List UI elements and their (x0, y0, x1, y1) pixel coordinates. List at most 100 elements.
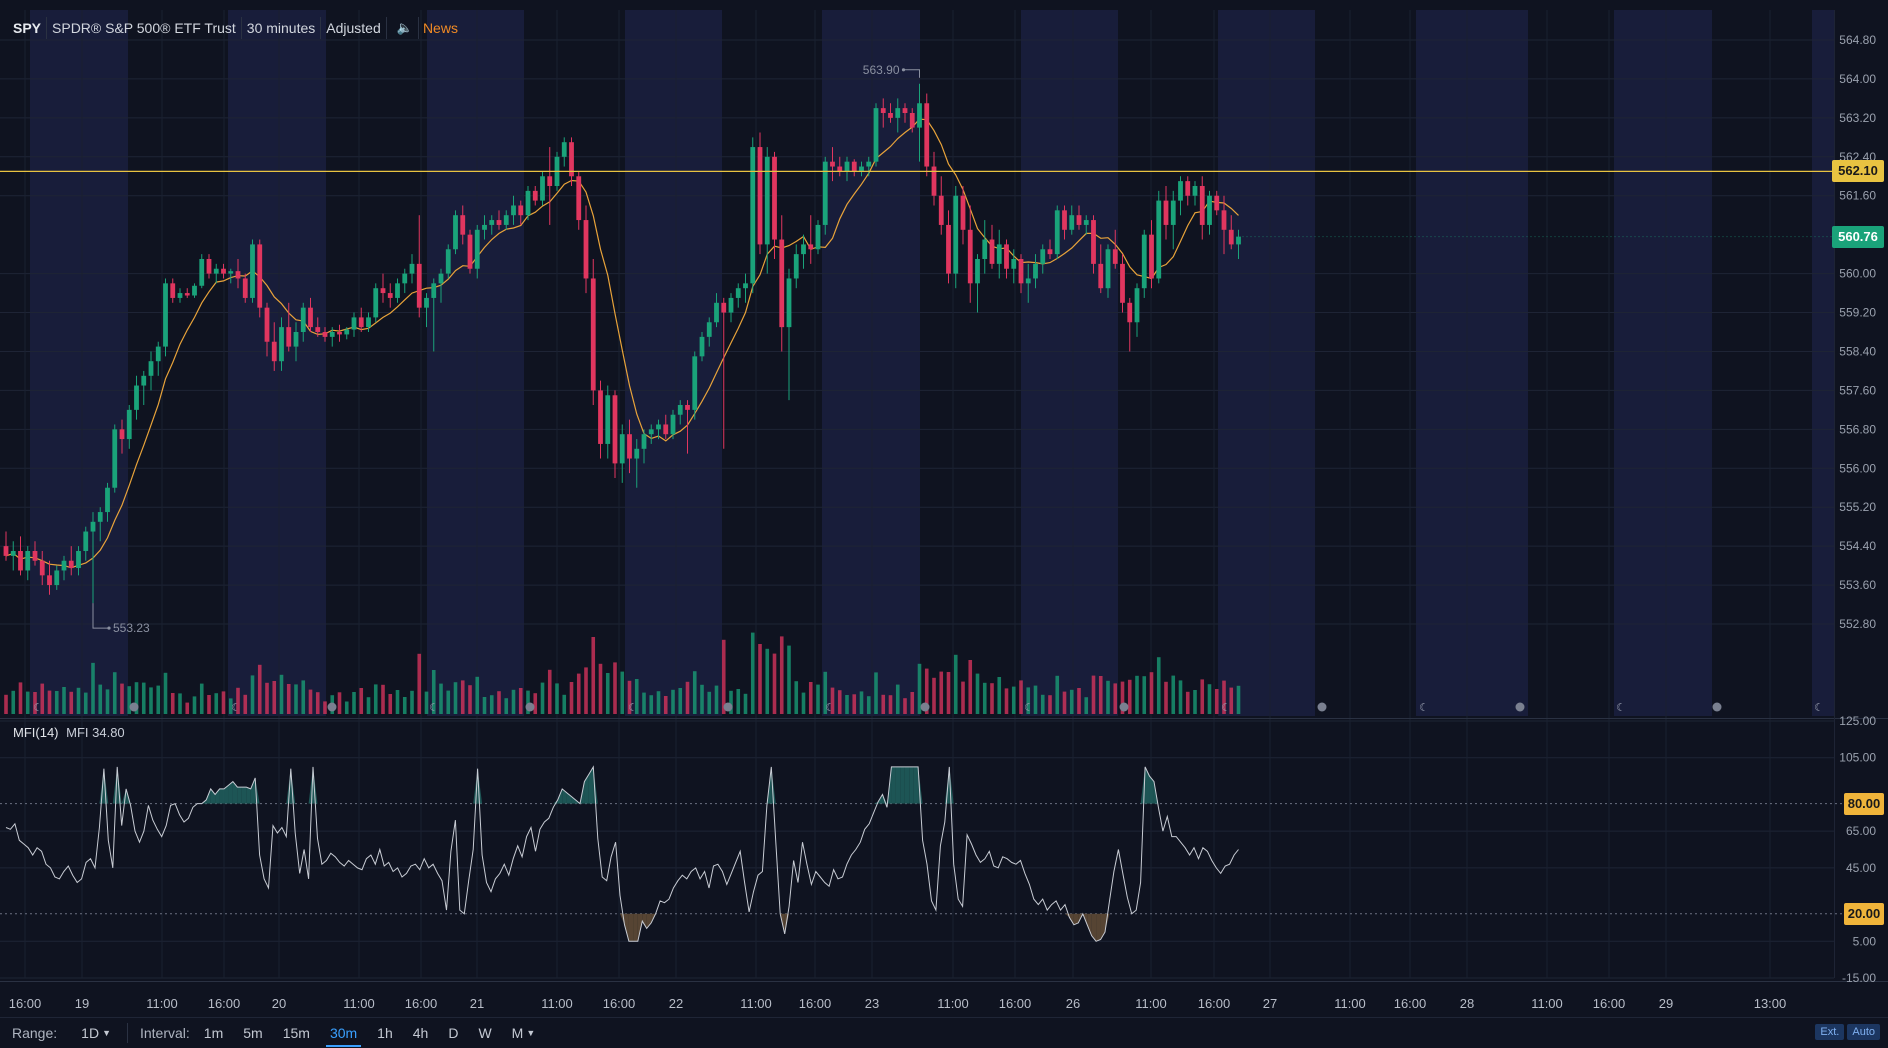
mfi-overbought-fill (286, 768, 291, 804)
volume-bar (1164, 681, 1168, 714)
time-axis: 16:00 19 11:00 16:00 20 11:00 16:00 21 11:00 16:0… (9, 996, 1787, 1011)
interval-option-w[interactable]: W (478, 1025, 492, 1041)
volume-bar (533, 693, 538, 714)
mfi-oversold-fill (633, 913, 638, 942)
candle-body (982, 239, 988, 259)
candle-body (315, 327, 321, 332)
volume-bar (1069, 689, 1074, 714)
volume-bar (11, 690, 16, 714)
volume-bar (460, 680, 465, 714)
time-tick-label: 19 (75, 996, 89, 1011)
volume-bar (845, 695, 849, 714)
volume-bar (446, 690, 451, 714)
mfi-overbought-fill (895, 766, 901, 804)
legend-interval[interactable]: 30 minutes (242, 17, 322, 39)
candle-body (750, 147, 756, 284)
volume-bar (1171, 675, 1176, 714)
price-tick-label: 558.40 (1839, 344, 1876, 358)
volume-bar (315, 692, 320, 714)
candle-body (880, 108, 886, 113)
mfi-overbought-tag: 80.00 (1844, 792, 1884, 815)
candle-body (90, 521, 96, 532)
volume-bar (344, 701, 349, 714)
candle-body (366, 317, 371, 328)
volume-bar (402, 697, 407, 714)
candle-body (242, 278, 248, 298)
sun-icon (129, 702, 139, 712)
volume-bar (917, 663, 922, 714)
volume-bar (1113, 683, 1118, 714)
candle-body (329, 332, 335, 337)
volume-bar (62, 687, 66, 714)
moon-icon: ☾ (1814, 702, 1824, 714)
low-marker-line (92, 603, 109, 629)
chevron-down-icon: ▼ (102, 1028, 111, 1038)
divider (126, 1023, 128, 1043)
volume-bar (569, 682, 574, 714)
candle-body (286, 327, 292, 347)
candle-body (10, 551, 16, 556)
volume-bar (1156, 657, 1161, 714)
mfi-overbought-fill (873, 801, 879, 804)
volume-bar (990, 683, 994, 714)
price-tick-label: 562.40 (1839, 150, 1876, 164)
volume-bar (555, 683, 559, 714)
legend-news[interactable]: 🔈 News (387, 17, 463, 39)
volume-bar (1077, 688, 1081, 714)
volume-bar (656, 691, 661, 714)
volume-bar (678, 688, 683, 714)
candle-body (416, 263, 422, 308)
ext-toggle[interactable]: Ext. (1815, 1024, 1845, 1040)
volume-bar (294, 684, 298, 714)
volume-bar (1120, 681, 1125, 714)
interval-option-m[interactable]: M ▼ (511, 1025, 536, 1041)
volume-bar (395, 690, 400, 714)
volume-bar (1207, 684, 1212, 714)
mfi-overbought-fill (900, 766, 905, 804)
chevron-down-icon: ▼ (526, 1028, 536, 1038)
price-tick-label: 555.20 (1839, 500, 1876, 514)
price-tick-label: 564.00 (1839, 72, 1876, 86)
volume-bar (881, 694, 886, 714)
volume-bar (830, 687, 835, 714)
candle-body (851, 161, 857, 172)
candle-body (438, 273, 444, 284)
volume-bar (112, 672, 117, 714)
interval-option-1m[interactable]: 1m (203, 1025, 224, 1041)
candle-body (1004, 244, 1009, 269)
range-select[interactable]: 1D ▼ (71, 1025, 121, 1041)
candle-body (815, 224, 821, 250)
session-shade (1812, 10, 1834, 716)
candle-body (714, 302, 719, 323)
interval-option-30m[interactable]: 30m (320, 1025, 367, 1047)
hline-price-tag[interactable]: 562.10 (1832, 160, 1884, 183)
candle-body (1156, 200, 1162, 279)
volume-bar (308, 689, 313, 714)
volume-bar (497, 691, 501, 714)
candle-body (1076, 215, 1082, 225)
time-tick-label: 22 (669, 996, 683, 1011)
interval-option-5m[interactable]: 5m (243, 1025, 263, 1041)
volume-bar (83, 692, 88, 714)
time-tick-label: 20 (272, 996, 286, 1011)
legend-symbol[interactable]: SPY (8, 17, 48, 39)
interval-option-15m[interactable]: 15m (282, 1025, 310, 1041)
candle-body (1112, 249, 1118, 264)
legend-adjustment[interactable]: Adjusted (321, 17, 387, 39)
volume-bar (714, 685, 719, 714)
candle-body (460, 215, 466, 235)
auto-toggle[interactable]: Auto (1847, 1024, 1880, 1040)
session-shade (822, 10, 920, 716)
candle-body (351, 317, 357, 330)
interval-option-4h[interactable]: 4h (412, 1025, 429, 1041)
interval-option-d[interactable]: D (448, 1025, 459, 1041)
price-tick-label: 559.20 (1839, 306, 1876, 320)
time-tick-label: 16:00 (603, 996, 636, 1011)
interval-option-1h[interactable]: 1h (377, 1025, 393, 1041)
volume-bar (895, 684, 900, 714)
candle-body (989, 239, 995, 264)
candle-body (540, 176, 545, 201)
candle-body (68, 560, 74, 569)
chart-legend: SPY SPDR® S&P 500® ETF Trust 30 minutes … (8, 17, 463, 39)
